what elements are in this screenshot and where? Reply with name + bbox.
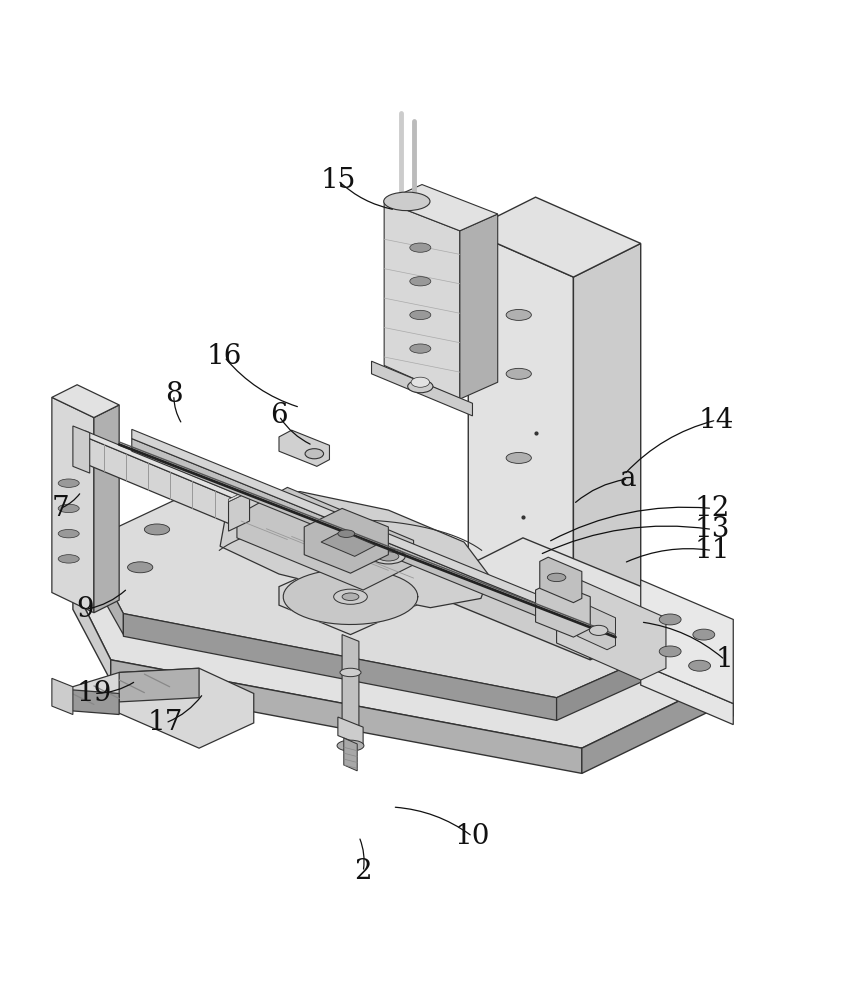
Ellipse shape	[689, 660, 711, 671]
Polygon shape	[536, 582, 590, 637]
Text: 13: 13	[695, 516, 730, 543]
Polygon shape	[73, 584, 111, 681]
Polygon shape	[51, 397, 94, 613]
Polygon shape	[321, 531, 376, 556]
Polygon shape	[51, 385, 119, 418]
Polygon shape	[229, 489, 250, 502]
Polygon shape	[342, 635, 359, 727]
Text: 9: 9	[77, 596, 95, 623]
Ellipse shape	[693, 629, 715, 640]
Polygon shape	[447, 538, 666, 635]
Polygon shape	[577, 604, 615, 650]
Ellipse shape	[337, 740, 364, 751]
Ellipse shape	[388, 581, 422, 596]
Ellipse shape	[333, 589, 367, 604]
Ellipse shape	[371, 549, 405, 564]
Ellipse shape	[548, 573, 565, 582]
Polygon shape	[641, 580, 733, 704]
Polygon shape	[85, 542, 123, 635]
Polygon shape	[64, 668, 254, 748]
Text: 1: 1	[716, 646, 733, 673]
Ellipse shape	[378, 552, 399, 561]
Polygon shape	[641, 664, 733, 716]
Text: 2: 2	[354, 858, 372, 885]
Polygon shape	[51, 678, 73, 715]
Polygon shape	[64, 689, 119, 715]
Ellipse shape	[411, 377, 430, 387]
Ellipse shape	[410, 310, 430, 320]
Polygon shape	[73, 513, 729, 748]
Polygon shape	[237, 487, 414, 590]
Ellipse shape	[305, 449, 323, 459]
Polygon shape	[73, 426, 89, 473]
Ellipse shape	[342, 593, 359, 601]
Polygon shape	[304, 508, 388, 573]
Polygon shape	[132, 429, 603, 630]
Polygon shape	[573, 243, 641, 630]
Polygon shape	[81, 431, 241, 500]
Ellipse shape	[410, 344, 430, 353]
Text: 15: 15	[320, 167, 355, 194]
Text: 16: 16	[207, 343, 242, 370]
Polygon shape	[460, 214, 498, 399]
Polygon shape	[279, 555, 422, 635]
Text: 14: 14	[699, 407, 734, 434]
Text: 12: 12	[695, 495, 730, 522]
Ellipse shape	[506, 368, 532, 379]
Text: 6: 6	[270, 402, 288, 429]
Polygon shape	[85, 475, 700, 698]
Text: 19: 19	[76, 680, 111, 707]
Polygon shape	[220, 492, 490, 608]
Polygon shape	[123, 614, 556, 720]
Text: 17: 17	[148, 709, 183, 736]
Ellipse shape	[144, 524, 170, 535]
Ellipse shape	[58, 504, 79, 513]
Ellipse shape	[127, 562, 153, 573]
Text: 10: 10	[455, 823, 490, 850]
Polygon shape	[556, 635, 700, 720]
Ellipse shape	[410, 277, 430, 286]
Text: 7: 7	[51, 495, 69, 522]
Ellipse shape	[506, 452, 532, 463]
Polygon shape	[111, 660, 582, 773]
Polygon shape	[447, 576, 590, 660]
Polygon shape	[338, 717, 363, 746]
Polygon shape	[119, 668, 199, 702]
Ellipse shape	[589, 625, 608, 635]
Polygon shape	[371, 361, 473, 416]
Ellipse shape	[58, 555, 79, 563]
Polygon shape	[590, 597, 666, 660]
Ellipse shape	[410, 243, 430, 252]
Text: a: a	[619, 465, 636, 492]
Polygon shape	[284, 569, 418, 624]
Polygon shape	[641, 664, 733, 725]
Ellipse shape	[659, 646, 681, 657]
Polygon shape	[384, 201, 460, 399]
Polygon shape	[468, 231, 573, 630]
Polygon shape	[344, 738, 357, 771]
Text: 11: 11	[695, 537, 730, 564]
Ellipse shape	[408, 380, 433, 393]
Ellipse shape	[506, 309, 532, 320]
Ellipse shape	[58, 529, 79, 538]
Ellipse shape	[58, 479, 79, 487]
Polygon shape	[468, 197, 641, 277]
Polygon shape	[279, 430, 329, 466]
Ellipse shape	[659, 614, 681, 625]
Polygon shape	[81, 435, 237, 527]
Polygon shape	[582, 677, 729, 773]
Polygon shape	[94, 405, 119, 613]
Ellipse shape	[384, 192, 430, 211]
Polygon shape	[540, 557, 582, 603]
Ellipse shape	[338, 530, 354, 537]
Polygon shape	[556, 581, 666, 680]
Polygon shape	[132, 439, 603, 643]
Ellipse shape	[662, 617, 687, 627]
Ellipse shape	[340, 668, 361, 677]
Ellipse shape	[628, 650, 653, 661]
Polygon shape	[229, 492, 250, 531]
Text: 8: 8	[165, 381, 182, 408]
Polygon shape	[384, 185, 498, 231]
